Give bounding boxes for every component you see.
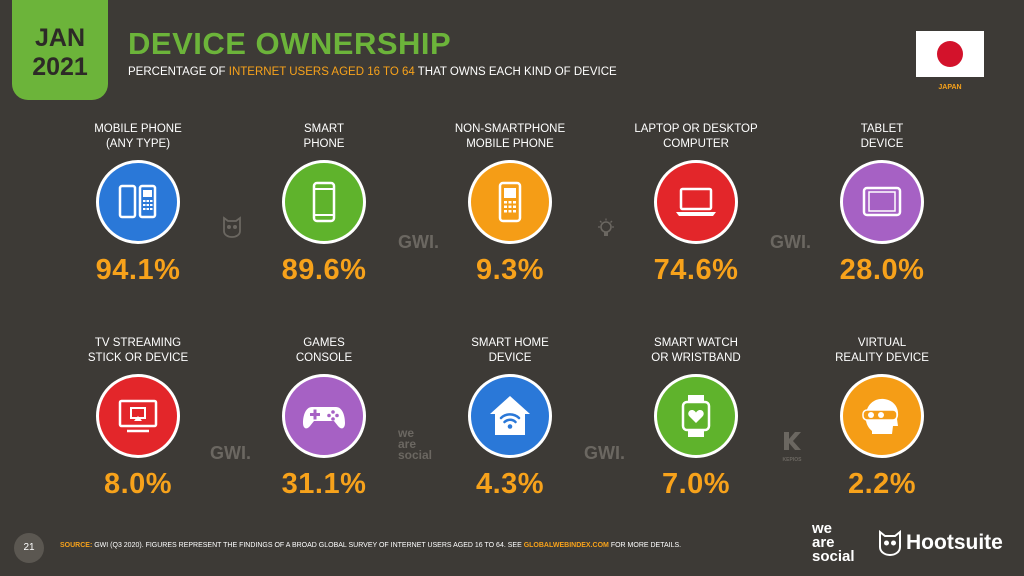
smartwatch-icon xyxy=(654,374,738,458)
source-link[interactable]: GLOBALWEBINDEX.COM xyxy=(523,542,609,549)
tv-streaming-icon xyxy=(96,374,180,458)
device-value: 2.2% xyxy=(847,468,917,500)
device-value: 8.0% xyxy=(103,468,173,500)
device-card-feature-phone: NON-SMARTPHONE MOBILE PHONE 9.3% xyxy=(420,122,600,287)
device-value: 28.0% xyxy=(839,254,925,286)
device-card-mobile-phone: MOBILE PHONE (ANY TYPE) 94.1% xyxy=(48,122,228,287)
subtitle-post: THAT OWNS EACH KIND OF DEVICE xyxy=(417,66,617,78)
device-value: 74.6% xyxy=(653,254,739,286)
device-card-laptop: LAPTOP OR DESKTOP COMPUTER 74.6% xyxy=(606,122,786,287)
device-value: 9.3% xyxy=(475,254,545,286)
device-value: 31.1% xyxy=(281,468,367,500)
device-label: TV STREAMING STICK OR DEVICE xyxy=(87,337,189,364)
japan-flag-icon xyxy=(916,31,984,77)
device-card-games-console: GAMES CONSOLE 31.1% xyxy=(234,336,414,501)
device-label: LAPTOP OR DESKTOP COMPUTER xyxy=(634,123,758,150)
page-number: 21 xyxy=(14,533,44,563)
device-label: SMART HOME DEVICE xyxy=(471,337,549,364)
device-label: GAMES CONSOLE xyxy=(295,337,353,364)
kepios-watermark: KEPIOS xyxy=(778,430,806,463)
laptop-icon xyxy=(654,160,738,244)
device-value: 89.6% xyxy=(281,254,367,286)
device-card-smartphone: SMART PHONE 89.6% xyxy=(234,122,414,287)
device-label: SMART PHONE xyxy=(303,123,345,150)
source-label: SOURCE: xyxy=(60,542,93,549)
device-card-smartwatch: SMART WATCH OR WRISTBAND 7.0% xyxy=(606,336,786,501)
device-value: 94.1% xyxy=(95,254,181,286)
we-are-social-logo: we are social xyxy=(812,520,855,565)
kepios-logo-icon xyxy=(784,432,801,450)
device-card-smart-home: SMART HOME DEVICE 4.3% xyxy=(420,336,600,501)
country-label: JAPAN xyxy=(938,84,962,91)
device-card-vr-headset: VIRTUAL REALITY DEVICE 2.2% xyxy=(792,336,972,501)
device-label: MOBILE PHONE (ANY TYPE) xyxy=(94,123,182,150)
date-year: 2021 xyxy=(32,53,88,81)
gwi-watermark: GWI. xyxy=(210,443,251,463)
subtitle-highlight: INTERNET USERS AGED 16 TO 64 xyxy=(228,66,415,78)
source-note: SOURCE: GWI (Q3 2020). FIGURES REPRESENT… xyxy=(60,542,681,549)
vr-headset-icon xyxy=(840,374,924,458)
smartphone-icon xyxy=(282,160,366,244)
device-label: NON-SMARTPHONE MOBILE PHONE xyxy=(454,123,566,150)
device-value: 7.0% xyxy=(661,468,731,500)
game-controller-icon xyxy=(282,374,366,458)
we-are-social-watermark: we are social xyxy=(398,426,433,462)
device-card-tablet: TABLET DEVICE 28.0% xyxy=(792,122,972,287)
device-label: TABLET DEVICE xyxy=(860,123,904,150)
device-card-tv-streaming: TV STREAMING STICK OR DEVICE 8.0% xyxy=(48,336,228,501)
hootsuite-owl-watermark-icon xyxy=(223,216,241,238)
gwi-watermark: GWI. xyxy=(398,232,439,252)
hootsuite-owl-icon xyxy=(879,530,901,556)
page-title: DEVICE OWNERSHIP xyxy=(128,26,452,61)
page-subtitle: PERCENTAGE OF INTERNET USERS AGED 16 TO … xyxy=(128,66,617,78)
feature-phone-icon xyxy=(468,160,552,244)
lightbulb-watermark-icon xyxy=(598,218,614,236)
gwi-watermark: GWI. xyxy=(770,232,811,252)
device-label: SMART WATCH OR WRISTBAND xyxy=(651,337,741,364)
date-badge: JAN 2021 xyxy=(12,0,108,100)
tablet-icon xyxy=(840,160,924,244)
smart-home-icon xyxy=(468,374,552,458)
source-text: GWI (Q3 2020). FIGURES REPRESENT THE FIN… xyxy=(94,542,522,549)
date-month: JAN xyxy=(34,24,85,52)
device-value: 4.3% xyxy=(475,468,545,500)
mobile-phones-icon xyxy=(96,160,180,244)
hootsuite-logo: Hootsuite xyxy=(878,530,1003,556)
subtitle-pre: PERCENTAGE OF xyxy=(128,66,226,78)
source-end: FOR MORE DETAILS. xyxy=(610,542,682,549)
device-label: VIRTUAL REALITY DEVICE xyxy=(835,337,929,364)
gwi-watermark: GWI. xyxy=(584,443,625,463)
hootsuite-wordmark: Hootsuite xyxy=(906,531,1003,554)
